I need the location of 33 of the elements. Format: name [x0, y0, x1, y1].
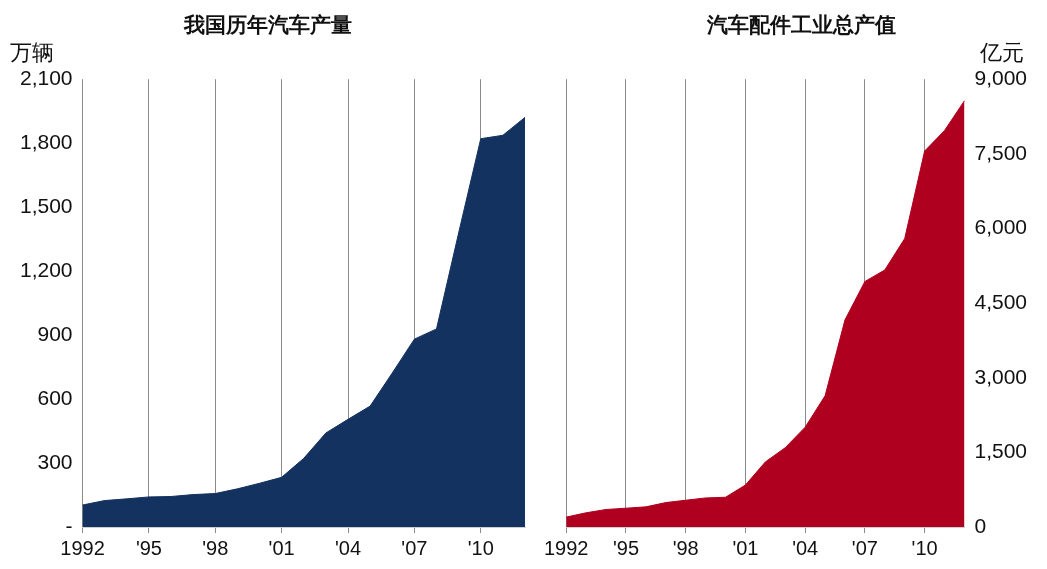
x-tick-label: '04 [334, 536, 362, 559]
y-tick-label: 1,200 [19, 257, 73, 281]
x-tick-label: '07 [401, 536, 428, 559]
x-tick-label: '98 [672, 536, 699, 559]
x-tick-label: '01 [732, 536, 759, 559]
x-tick-label: '95 [135, 536, 162, 559]
y2-tick-label: 1,500 [974, 439, 1028, 463]
y-tick-label: 300 [37, 449, 73, 473]
x-tick-label: '07 [851, 536, 878, 559]
y-tick-label: 2,100 [19, 66, 73, 89]
y2-axis-title: 亿元 [979, 40, 1025, 66]
y-tick-label: 900 [37, 321, 73, 345]
y2-tick-label: 0 [974, 513, 987, 537]
y-tick-label: - [65, 513, 73, 537]
y2-tick-label: 9,000 [974, 66, 1028, 89]
y-tick-label: 600 [37, 385, 73, 409]
chart-title: 汽车配件工业总产值 [705, 13, 896, 37]
x-tick-label: '10 [467, 536, 494, 559]
y-axis-title: 万辆 [10, 40, 54, 66]
x-tick-label: '10 [911, 536, 938, 559]
y2-tick-label: 7,500 [974, 140, 1028, 164]
x-tick-label: 1992 [60, 536, 105, 559]
x-tick-label: '04 [792, 536, 819, 559]
y2-tick-label: 6,000 [974, 215, 1028, 239]
y-tick-label: 1,800 [19, 129, 73, 153]
x-tick-label: '01 [268, 536, 295, 559]
x-tick-label: 1992 [544, 536, 589, 559]
x-tick-label: '95 [612, 536, 640, 559]
y-tick-label: 1,500 [19, 193, 73, 217]
chart-title: 我国历年汽车产量 [182, 13, 352, 37]
y2-tick-label: 3,000 [974, 364, 1028, 388]
y2-tick-label: 4,500 [974, 289, 1028, 313]
x-tick-label: '98 [202, 536, 229, 559]
